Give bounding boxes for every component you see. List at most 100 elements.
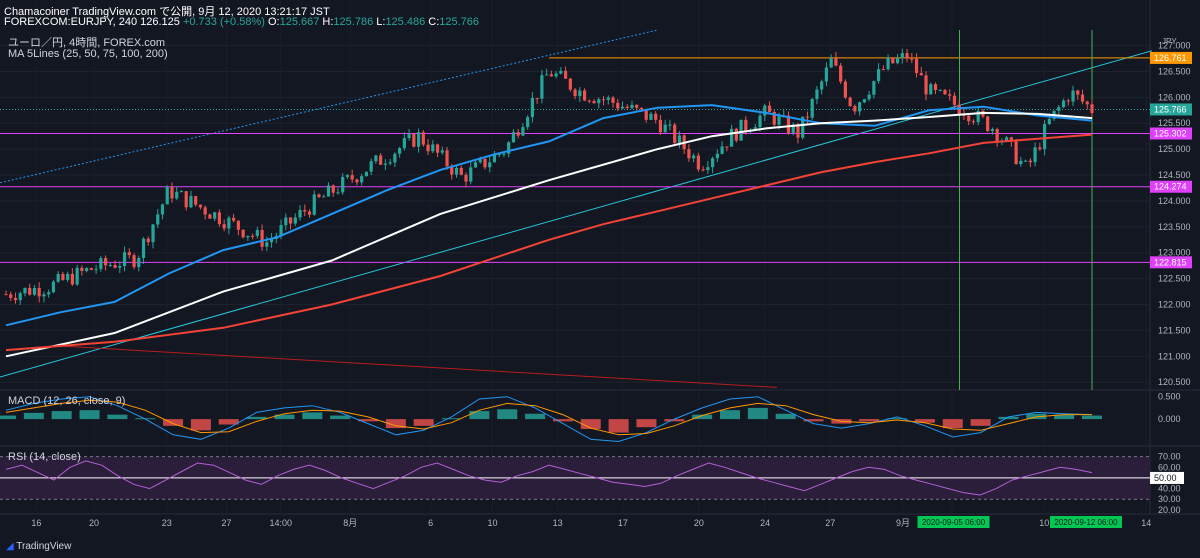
macd-histogram-bar [664, 419, 685, 422]
candle-up [1042, 123, 1047, 150]
candle-up [1061, 100, 1066, 108]
candle-down [303, 209, 307, 212]
candle-up [729, 128, 734, 147]
level-badge-label: 125.302 [1154, 128, 1187, 138]
candle-down [957, 104, 961, 114]
time-tick-label: 13 [553, 518, 563, 528]
macd-histogram-bar [274, 414, 295, 420]
time-tick-label: 10 [1039, 518, 1049, 528]
candle-down [132, 255, 136, 268]
candle-down [943, 89, 947, 95]
candle-up [255, 230, 259, 236]
candle-up [265, 242, 269, 247]
candle-up [141, 238, 146, 258]
high-label: H: [322, 16, 334, 28]
rsi-title[interactable]: RSI (14, close) [8, 451, 81, 463]
candle-down [426, 144, 430, 152]
time-tick-label: 17 [618, 518, 628, 528]
candle-down [217, 212, 222, 225]
candle-up [454, 167, 459, 175]
candle-up [758, 115, 762, 128]
macd-histogram-bar [803, 419, 824, 422]
candle-up [497, 153, 501, 155]
macd-histogram-bar [747, 407, 768, 420]
candle-down [563, 70, 568, 79]
macd-histogram-bar [246, 416, 267, 420]
candle-up [606, 97, 610, 100]
candle-down [587, 100, 591, 102]
candle-down [673, 124, 677, 143]
candle-up [383, 163, 387, 165]
time-tick-label: 23 [162, 518, 172, 528]
level-badge-label: 122.815 [1154, 257, 1187, 267]
candle-down [843, 81, 847, 98]
candle-down [914, 58, 919, 74]
macd-histogram-bar [358, 419, 378, 422]
time-tick-label: 27 [221, 518, 231, 528]
pane-title[interactable]: ユーロ／円, 4時間, FOREX.com [8, 37, 166, 49]
candle-up [284, 217, 288, 226]
publish-info: Chamacoiner TradingView.com で公開, 9月 12, … [4, 6, 330, 18]
candle-down [967, 115, 971, 122]
candle-down [170, 186, 174, 199]
candle-down [1038, 147, 1042, 150]
rsi-line [5, 460, 1093, 496]
candle-down [687, 149, 691, 159]
time-tick-label: 14 [1141, 518, 1151, 528]
last-price-label: 125.766 [1154, 104, 1187, 114]
ma-indicator-title[interactable]: MA 5Lines (25, 50, 75, 100, 200) [8, 48, 168, 60]
change-label: +0.733 (+0.58%) [182, 16, 265, 28]
candle-up [895, 58, 900, 64]
candle-down [601, 99, 606, 101]
candle-down [611, 97, 615, 103]
candle-up [108, 265, 112, 267]
candle-up [369, 161, 373, 172]
candle-down [208, 214, 212, 219]
price-tick-label: 121.500 [1158, 325, 1191, 335]
ma-line [5, 111, 1093, 358]
candle-down [786, 115, 791, 133]
candle-down [639, 107, 644, 110]
price-tick-label: 126.000 [1158, 92, 1191, 102]
candle-down [435, 144, 440, 153]
candle-up [763, 105, 767, 116]
candle-up [374, 155, 378, 162]
candle-down [331, 185, 335, 193]
candle-up [540, 75, 544, 99]
candle-up [1071, 90, 1075, 102]
candle-down [317, 194, 321, 197]
candle-up [213, 212, 217, 219]
candle-down [61, 273, 65, 280]
macd-title[interactable]: MACD (12, 26, close, 9) [8, 395, 126, 407]
macd-histogram-bar [190, 419, 211, 431]
price-tick-label: 122.500 [1158, 274, 1191, 284]
symbol-label: FOREXCOM:EURJPY, 240 126.125 [4, 16, 180, 28]
price-axis[interactable]: 120.500 121.000 121.500 122.000 122.500 123.0… [1158, 37, 1191, 515]
trend-line-down [60, 345, 778, 388]
candle-down [350, 175, 354, 180]
candle-down [13, 297, 18, 301]
candle-down [288, 217, 293, 224]
time-axis[interactable]: 1620232714:008月61013172024279月06:0010142… [31, 516, 1151, 528]
candle-down [483, 158, 487, 168]
candle-up [156, 214, 160, 225]
macd-pane [0, 396, 1102, 443]
candle-down [625, 106, 629, 109]
level-badge [1150, 180, 1192, 193]
candle-up [1033, 147, 1037, 163]
candle-down [1085, 101, 1089, 105]
candle-down [744, 119, 748, 131]
candle-up [165, 186, 169, 205]
macd-histogram-bar [23, 412, 44, 420]
candle-down [971, 121, 976, 123]
time-tick-label: 27 [825, 518, 835, 528]
candle-down [194, 196, 198, 205]
tradingview-logo[interactable]: ◢ TradingView [6, 541, 71, 552]
candle-up [298, 209, 302, 218]
candle-down [767, 105, 772, 112]
time-tick-label: 14:00 [269, 518, 292, 528]
candle-up [1057, 107, 1061, 111]
candle-down [1009, 137, 1013, 142]
candle-up [137, 257, 141, 268]
